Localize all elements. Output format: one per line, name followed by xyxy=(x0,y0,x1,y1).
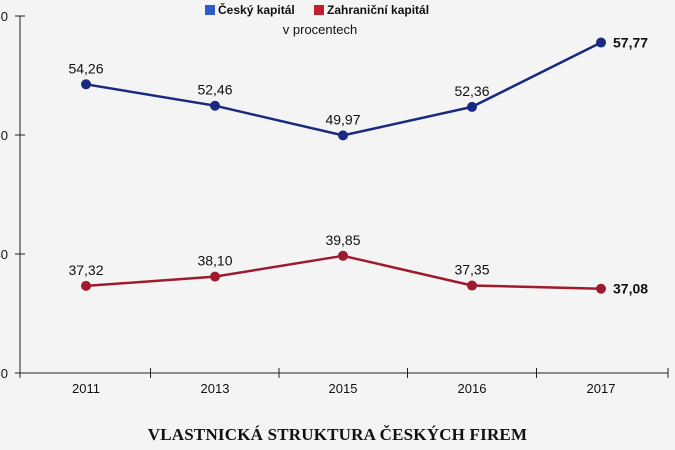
x-tick-label: 2015 xyxy=(329,381,358,396)
series-layer: 54,26 52,46 49,97 52,36 57,77 37,32 38,10 39,85… xyxy=(68,35,648,297)
data-point xyxy=(338,250,348,261)
data-point xyxy=(467,280,477,291)
data-point xyxy=(81,79,91,90)
data-point xyxy=(596,283,606,294)
legend-swatch xyxy=(205,5,215,15)
x-tick-label: 2011 xyxy=(72,381,100,396)
x-tick-label: 2016 xyxy=(458,381,487,396)
legend-label: Zahraniční kapitál xyxy=(327,3,429,17)
data-label: 57,77 xyxy=(613,35,648,51)
data-label: 52,36 xyxy=(454,83,489,99)
data-label: 37,32 xyxy=(68,262,103,278)
series-1: 54,26 52,46 49,97 52,36 57,77 xyxy=(68,35,648,141)
y-tick-label: 60 xyxy=(0,9,8,24)
y-tick-label: 50 xyxy=(0,128,8,143)
chart-title: VLASTNICKÁ STRUKTURA ČESKÝCH FIREM xyxy=(147,425,528,444)
chart-subtitle: v procentech xyxy=(283,22,357,37)
data-label: 52,46 xyxy=(197,82,232,98)
data-point xyxy=(596,37,606,48)
data-point xyxy=(467,101,477,112)
data-point xyxy=(81,280,91,291)
data-label: 38,10 xyxy=(197,253,232,269)
y-tick-label: 40 xyxy=(0,247,8,262)
data-label: 39,85 xyxy=(325,232,360,248)
data-point xyxy=(210,271,220,282)
legend-label: Český kapitál xyxy=(218,2,295,17)
series-2: 37,32 38,10 39,85 37,35 37,08 xyxy=(68,232,648,297)
data-label: 49,97 xyxy=(325,111,360,127)
legend: Český kapitál Zahraniční kapitál xyxy=(205,2,429,17)
legend-swatch xyxy=(314,5,324,15)
data-point xyxy=(210,100,220,111)
data-point xyxy=(338,130,348,141)
x-tick-label: 2013 xyxy=(201,381,230,396)
y-tick-label: 30 xyxy=(0,366,8,381)
axes: 60 50 40 30 2011 2013 2015 2016 2017 xyxy=(0,9,669,396)
data-label: 37,08 xyxy=(613,281,648,297)
x-tick-label: 2017 xyxy=(587,381,616,396)
data-label: 37,35 xyxy=(454,262,489,278)
data-label: 54,26 xyxy=(68,60,103,76)
